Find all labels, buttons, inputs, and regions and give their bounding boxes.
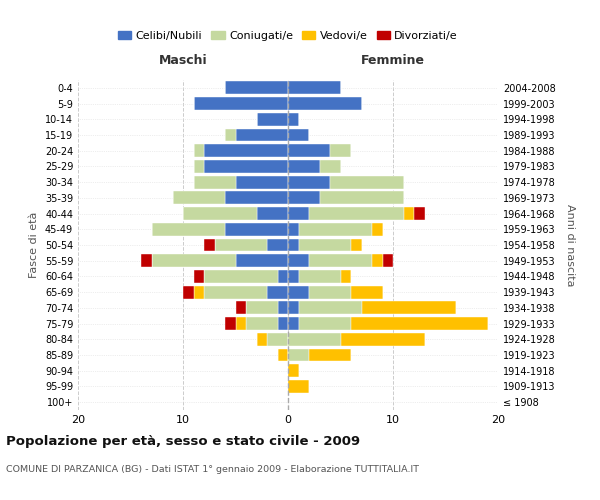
Bar bbox=[277, 348, 288, 362]
Bar bbox=[372, 223, 383, 235]
Bar bbox=[299, 223, 372, 235]
Bar bbox=[341, 270, 351, 283]
Bar bbox=[204, 270, 277, 283]
Bar bbox=[299, 302, 361, 314]
Bar bbox=[204, 286, 267, 298]
Bar bbox=[351, 238, 361, 252]
Bar bbox=[341, 333, 425, 345]
Bar bbox=[193, 270, 204, 283]
Bar bbox=[141, 254, 151, 267]
Bar bbox=[183, 286, 193, 298]
Bar bbox=[193, 160, 204, 173]
Bar bbox=[288, 113, 299, 126]
Bar bbox=[235, 128, 288, 141]
Bar bbox=[235, 317, 246, 330]
Bar bbox=[225, 82, 288, 94]
Bar bbox=[288, 176, 330, 188]
Bar bbox=[257, 207, 288, 220]
Bar bbox=[277, 302, 288, 314]
Text: Femmine: Femmine bbox=[361, 54, 425, 68]
Bar bbox=[288, 160, 320, 173]
Bar bbox=[383, 254, 393, 267]
Bar bbox=[299, 317, 351, 330]
Bar bbox=[246, 302, 277, 314]
Bar bbox=[151, 254, 235, 267]
Text: Popolazione per età, sesso e stato civile - 2009: Popolazione per età, sesso e stato civil… bbox=[6, 435, 360, 448]
Bar bbox=[288, 364, 299, 377]
Bar bbox=[320, 160, 341, 173]
Bar bbox=[288, 128, 309, 141]
Bar bbox=[257, 113, 288, 126]
Bar bbox=[309, 254, 372, 267]
Text: COMUNE DI PARZANICA (BG) - Dati ISTAT 1° gennaio 2009 - Elaborazione TUTTITALIA.: COMUNE DI PARZANICA (BG) - Dati ISTAT 1°… bbox=[6, 465, 419, 474]
Bar bbox=[277, 270, 288, 283]
Bar bbox=[288, 192, 320, 204]
Bar bbox=[288, 333, 341, 345]
Y-axis label: Fasce di età: Fasce di età bbox=[29, 212, 39, 278]
Bar bbox=[151, 223, 225, 235]
Bar bbox=[235, 254, 288, 267]
Bar bbox=[267, 286, 288, 298]
Bar bbox=[193, 144, 204, 157]
Bar bbox=[235, 176, 288, 188]
Bar bbox=[288, 380, 309, 393]
Bar bbox=[330, 144, 351, 157]
Bar bbox=[288, 317, 299, 330]
Bar bbox=[404, 207, 414, 220]
Bar bbox=[193, 286, 204, 298]
Bar bbox=[257, 333, 267, 345]
Bar bbox=[183, 207, 257, 220]
Bar bbox=[299, 238, 351, 252]
Bar bbox=[225, 223, 288, 235]
Bar bbox=[204, 144, 288, 157]
Bar bbox=[330, 176, 404, 188]
Bar bbox=[173, 192, 225, 204]
Bar bbox=[288, 82, 341, 94]
Bar bbox=[372, 254, 383, 267]
Bar bbox=[267, 333, 288, 345]
Bar bbox=[288, 238, 299, 252]
Bar bbox=[204, 160, 288, 173]
Bar bbox=[225, 192, 288, 204]
Bar bbox=[204, 238, 215, 252]
Bar bbox=[351, 286, 383, 298]
Bar bbox=[288, 286, 309, 298]
Bar bbox=[193, 97, 288, 110]
Bar bbox=[288, 270, 299, 283]
Bar bbox=[309, 286, 351, 298]
Bar bbox=[309, 207, 404, 220]
Bar bbox=[288, 207, 309, 220]
Y-axis label: Anni di nascita: Anni di nascita bbox=[565, 204, 575, 286]
Bar bbox=[414, 207, 425, 220]
Bar bbox=[309, 348, 351, 362]
Bar bbox=[235, 302, 246, 314]
Bar bbox=[288, 223, 299, 235]
Bar bbox=[288, 302, 299, 314]
Bar bbox=[288, 348, 309, 362]
Bar bbox=[288, 144, 330, 157]
Bar bbox=[361, 302, 456, 314]
Bar bbox=[267, 238, 288, 252]
Bar bbox=[288, 97, 361, 110]
Bar bbox=[246, 317, 277, 330]
Bar bbox=[299, 270, 341, 283]
Bar bbox=[215, 238, 267, 252]
Bar bbox=[277, 317, 288, 330]
Bar bbox=[288, 254, 309, 267]
Bar bbox=[320, 192, 404, 204]
Bar bbox=[225, 128, 235, 141]
Bar bbox=[351, 317, 487, 330]
Legend: Celibi/Nubili, Coniugati/e, Vedovi/e, Divorziati/e: Celibi/Nubili, Coniugati/e, Vedovi/e, Di… bbox=[113, 26, 463, 45]
Bar bbox=[193, 176, 235, 188]
Text: Maschi: Maschi bbox=[158, 54, 208, 68]
Bar bbox=[225, 317, 235, 330]
